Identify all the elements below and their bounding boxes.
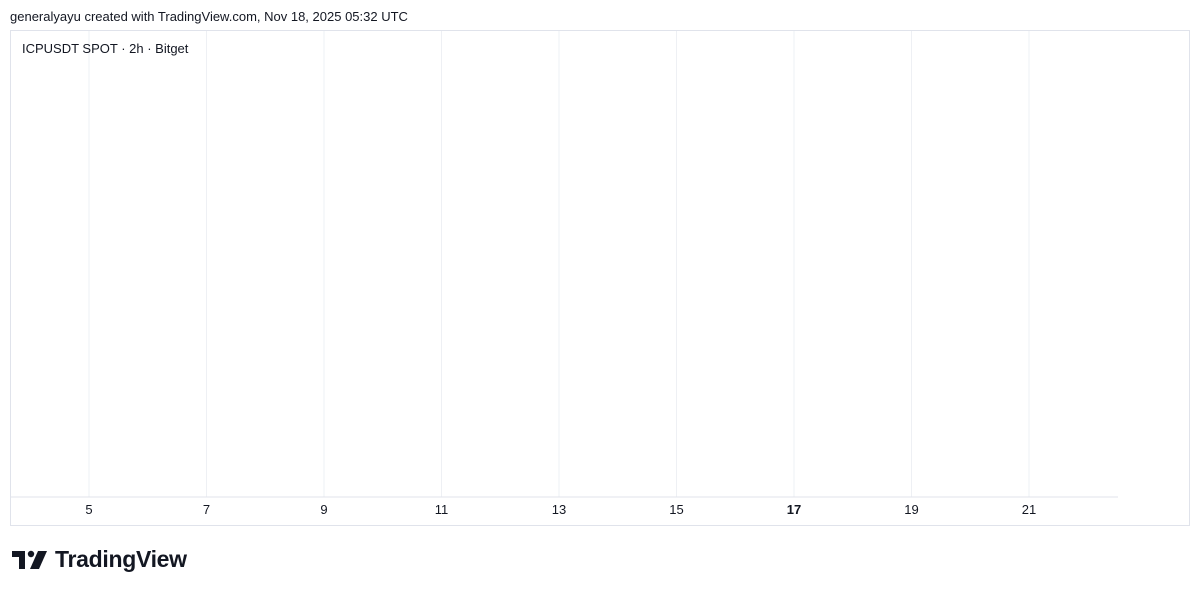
- x-tick-label: 11: [435, 502, 449, 517]
- tradingview-logo[interactable]: TradingView: [12, 546, 187, 573]
- tradingview-wordmark: TradingView: [55, 546, 187, 572]
- x-tick-label: 5: [85, 502, 92, 517]
- axes: 11.00010.0009.0008.0007.0006.0004.4004.0…: [11, 496, 1118, 517]
- symbol-label: ICPUSDT SPOT · 2h · Bitget: [22, 41, 189, 56]
- tradingview-logo-icon: [12, 550, 47, 569]
- x-tick-label: 7: [203, 502, 210, 517]
- x-tick-label: 17: [787, 502, 801, 517]
- x-tick-label: 9: [320, 502, 327, 517]
- x-tick-label: 15: [669, 502, 683, 517]
- x-tick-label: 13: [552, 502, 566, 517]
- x-tick-label: 21: [1022, 502, 1036, 517]
- grid-lines: [88, 31, 1030, 497]
- chart-credit: generalyayu created with TradingView.com…: [10, 9, 408, 24]
- x-tick-label: 19: [904, 502, 918, 517]
